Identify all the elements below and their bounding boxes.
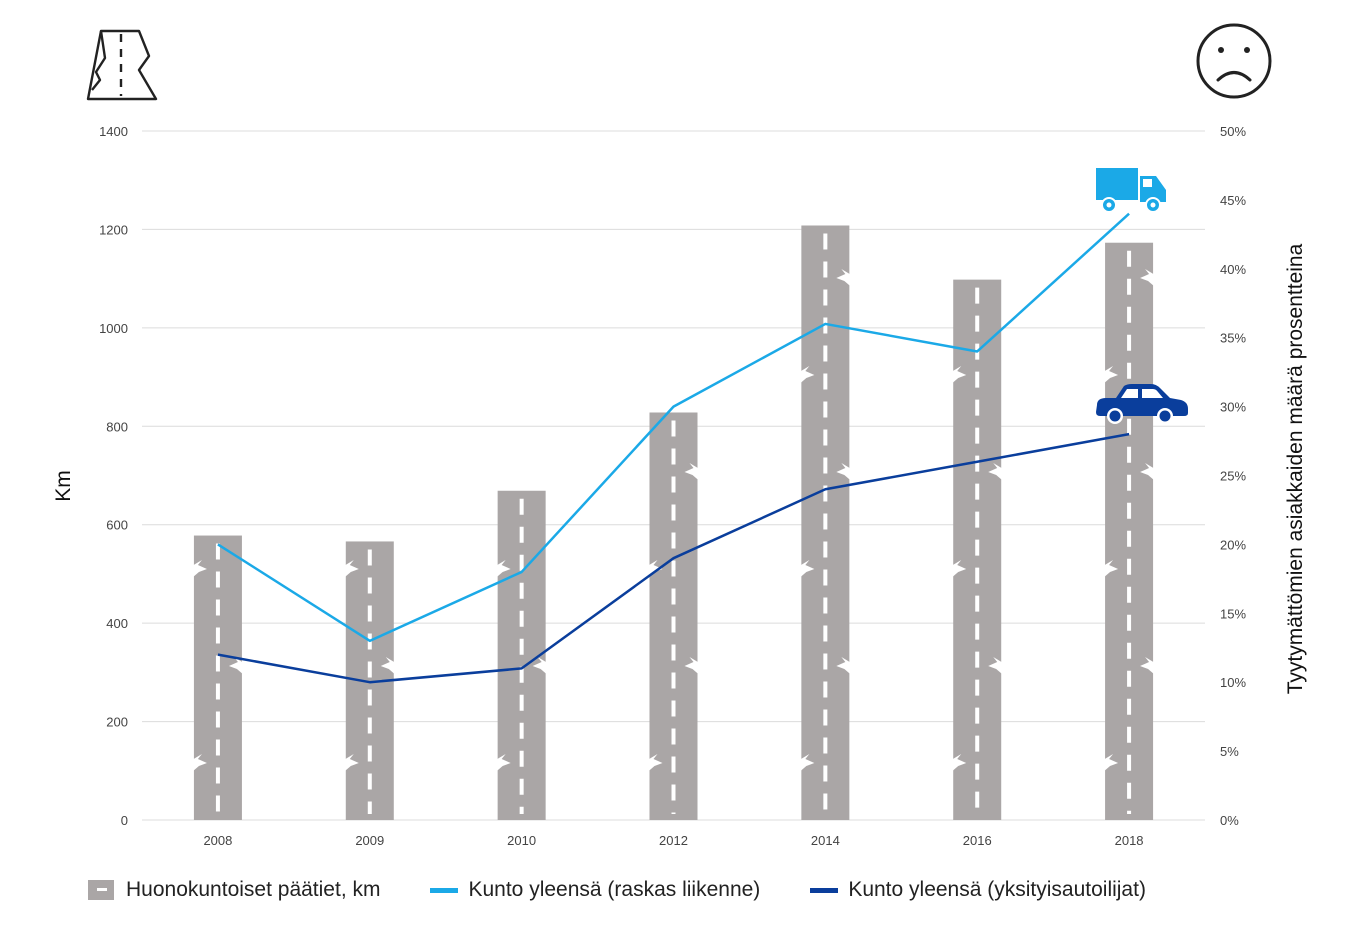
road-crack: [951, 754, 967, 772]
x-tick-label: 2012: [659, 833, 688, 848]
legend-heavy-traffic-swatch: [430, 887, 459, 893]
road-crack: [988, 463, 1004, 481]
left-tick-label: 400: [106, 616, 128, 631]
right-tick-label: 10%: [1220, 675, 1246, 690]
x-tick-label: 2008: [203, 833, 232, 848]
road-crack: [799, 366, 815, 384]
legend-item-heavy-traffic: Kunto yleensä (raskas liikenne): [430, 878, 760, 902]
left-tick-label: 1000: [99, 321, 128, 336]
right-tick-label: 20%: [1220, 537, 1246, 552]
right-tick-label: 0%: [1220, 813, 1239, 828]
legend-label-bars: Huonokuntoiset päätiet, km: [126, 878, 381, 901]
road-crack: [1140, 269, 1156, 287]
road-crack: [495, 754, 511, 772]
left-tick-label: 0: [121, 813, 128, 828]
left-axis-ticks: 0 200 400 600 800 1000 1200 1400: [99, 124, 128, 828]
bar: [1103, 242, 1156, 820]
road-crack: [343, 560, 359, 578]
bar: [647, 412, 700, 820]
left-tick-label: 800: [106, 419, 128, 434]
left-tick-label: 1400: [99, 124, 128, 139]
bars: [191, 225, 1156, 820]
right-tick-label: 45%: [1220, 193, 1246, 208]
road-crack: [951, 366, 967, 384]
series-line: [217, 212, 1130, 643]
legend-label-heavy-traffic: Kunto yleensä (raskas liikenne): [468, 878, 761, 901]
bar: [191, 535, 244, 820]
x-tick-label: 2014: [811, 833, 840, 848]
right-axis-title: Tyytymättömien asiakkaiden määrä prosent…: [1284, 243, 1307, 694]
road-crack: [495, 560, 511, 578]
road-crack: [836, 463, 852, 481]
road-crack: [836, 657, 852, 675]
x-tick-label: 2010: [507, 833, 536, 848]
road-crack: [684, 657, 700, 675]
right-tick-label: 15%: [1220, 606, 1246, 621]
right-tick-label: 50%: [1220, 124, 1246, 139]
road-crack: [532, 657, 548, 675]
truck-icon: [1096, 168, 1166, 213]
legend-private-drivers-swatch: [810, 887, 839, 893]
legend-bar-swatch: [88, 880, 114, 900]
road-crack: [684, 463, 700, 481]
road-crack: [1140, 657, 1156, 675]
road-crack: [380, 657, 396, 675]
legend-item-private-drivers: Kunto yleensä (yksityisautoilijat): [810, 878, 1146, 902]
road-crack: [799, 754, 815, 772]
x-tick-label: 2009: [355, 833, 384, 848]
left-tick-label: 600: [106, 518, 128, 533]
road-crack: [799, 560, 815, 578]
series-line: [217, 432, 1130, 684]
road-crack: [228, 657, 244, 675]
road-crack: [1103, 754, 1119, 772]
right-tick-label: 40%: [1220, 262, 1246, 277]
left-tick-label: 200: [106, 715, 128, 730]
x-axis-ticks: 2008 2009 2010 2012 2014 2016 2018: [203, 833, 1143, 848]
legend-label-private-drivers: Kunto yleensä (yksityisautoilijat): [848, 878, 1146, 901]
left-axis-title: Km: [52, 470, 75, 502]
x-tick-label: 2016: [963, 833, 992, 848]
road-crack: [191, 560, 207, 578]
legend-item-bars: Huonokuntoiset päätiet, km: [88, 878, 380, 902]
bar: [799, 225, 852, 820]
road-crack: [951, 560, 967, 578]
right-axis-ticks: 0% 5% 10% 15% 20% 25% 30% 35% 40% 45% 50%: [1220, 124, 1246, 828]
road-crack: [343, 754, 359, 772]
road-crack: [836, 269, 852, 287]
right-tick-label: 25%: [1220, 469, 1246, 484]
right-tick-label: 35%: [1220, 331, 1246, 346]
bar: [951, 279, 1004, 820]
road-crack: [988, 657, 1004, 675]
road-crack: [1140, 463, 1156, 481]
road-crack: [1103, 366, 1119, 384]
legend: Huonokuntoiset päätiet, km Kunto yleensä…: [88, 878, 1146, 902]
broken-road-icon: [86, 29, 158, 101]
road-crack: [647, 754, 663, 772]
car-icon: [1096, 384, 1188, 424]
right-tick-label: 5%: [1220, 744, 1239, 759]
left-tick-label: 1200: [99, 222, 128, 237]
road-crack: [191, 754, 207, 772]
right-tick-label: 30%: [1220, 400, 1246, 415]
x-tick-label: 2018: [1115, 833, 1144, 848]
sad-face-icon: [1196, 23, 1272, 99]
road-crack: [1103, 560, 1119, 578]
line-series: [217, 212, 1130, 684]
